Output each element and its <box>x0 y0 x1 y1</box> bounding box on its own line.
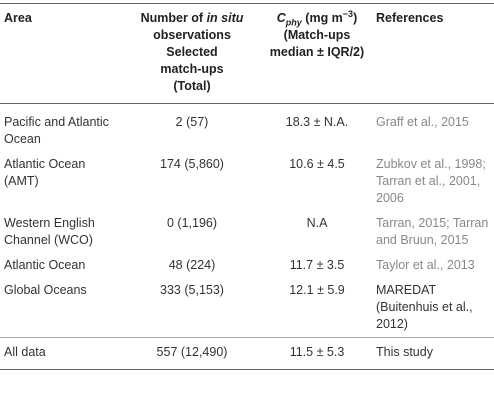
observations-cell: 0 (1,196) <box>166 216 218 230</box>
cphy-cell: N.A <box>306 216 328 230</box>
reference-cell: Tarran, 2015; Tarran and Bruun, 2015 <box>376 216 489 247</box>
header-text: observations <box>153 28 231 42</box>
observations-cell: 174 (5,860) <box>160 157 224 171</box>
header-text: ) <box>353 11 358 25</box>
area-cell: Atlantic Ocean (AMT) <box>4 157 86 188</box>
cphy-cell: 11.5 ± 5.3 <box>262 337 372 370</box>
cphy-cell: 12.1 ± 5.9 <box>289 283 345 297</box>
header-text: median ± IQR/2) <box>269 45 365 59</box>
header-cell: Cphy (mg m−3) (Match-ups median ± IQR/2) <box>262 3 372 104</box>
area-cell: Global Oceans <box>4 283 87 297</box>
cphy-cell: 10.6 ± 4.5 <box>289 157 345 171</box>
header-text: (mg m <box>301 11 343 25</box>
header-cell: Number of in situ observations Selected … <box>122 3 262 104</box>
table-row: Western English Channel (WCO) 0 (1,196) N.… <box>0 211 494 253</box>
header-text: Selected <box>166 45 218 59</box>
table-row: Pacific and Atlantic Ocean 2 (57) 18.3 ± N… <box>0 104 494 153</box>
header-text: in situ <box>206 11 244 25</box>
reference-cell: Zubkov et al., 1998; Tarran et al., 2001… <box>376 157 486 205</box>
cphy-cell: 18.3 ± N.A. <box>285 115 349 129</box>
reference-cell: MAREDAT (Buitenhuis et al., 2012) <box>376 283 473 331</box>
observations-cell: 557 (12,490) <box>122 337 262 370</box>
table-body: Pacific and Atlantic Ocean 2 (57) 18.3 ± N… <box>0 104 494 370</box>
table-row: Atlantic Ocean (AMT) 174 (5,860) 10.6 ± 4.… <box>0 152 494 211</box>
header-text: C <box>276 11 286 25</box>
header-row: Area Number of in situ observations Sele… <box>0 3 494 104</box>
area-cell: Atlantic Ocean <box>4 258 86 272</box>
table-row: Global Oceans 333 (5,153) 12.1 ± 5.9 MAREDA… <box>0 278 494 338</box>
page: {"table": { "header": [ "Area", ["Number… <box>0 3 494 409</box>
header-text: Number of <box>140 11 207 25</box>
observations-cell: 333 (5,153) <box>160 283 224 297</box>
table-row: All data 557 (12,490) 11.5 ± 5.3 This study <box>0 337 494 370</box>
area-cell: Pacific and Atlantic Ocean <box>4 115 109 146</box>
header-text: (Match-ups <box>283 28 351 42</box>
header-text: phy <box>285 17 302 28</box>
header-text: −3 <box>342 8 354 19</box>
area-cell: All data <box>0 337 122 370</box>
reference-cell: This study <box>372 337 494 370</box>
reference-cell: Graff et al., 2015 <box>376 115 469 129</box>
table-row: Atlantic Ocean 48 (224) 11.7 ± 3.5 Taylor e… <box>0 253 494 278</box>
header-cell: References <box>372 3 494 104</box>
observations-cell: 48 (224) <box>168 258 216 272</box>
header-text: match-ups <box>160 62 224 76</box>
header-cell: Area <box>0 3 122 104</box>
reference-cell: Taylor et al., 2013 <box>376 258 475 272</box>
observations-cell: 2 (57) <box>175 115 209 129</box>
cphy-cell: 11.7 ± 3.5 <box>289 258 345 272</box>
area-cell: Western English Channel (WCO) <box>4 216 95 247</box>
data-table: Area Number of in situ observations Sele… <box>0 3 494 370</box>
header-text: (Total) <box>173 79 211 93</box>
